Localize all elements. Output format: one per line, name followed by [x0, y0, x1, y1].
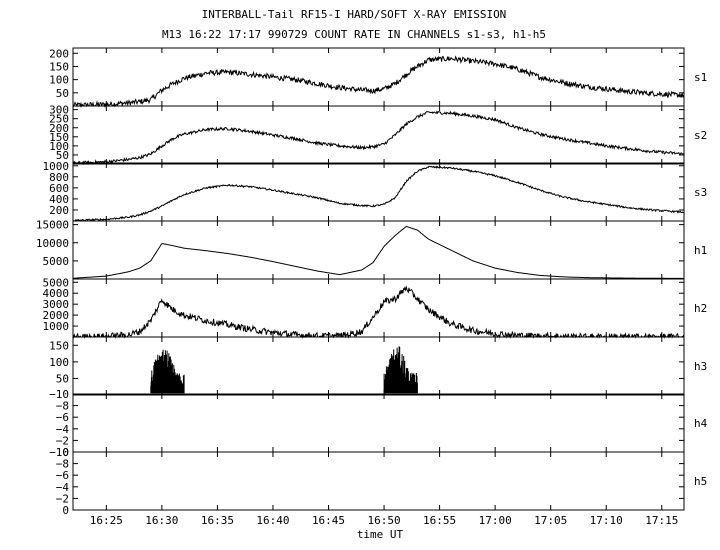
x-tick-label: 16:50 — [367, 514, 400, 527]
panel-label-h2: h2 — [694, 302, 707, 315]
y-tick-label: 100 — [49, 74, 69, 87]
y-tick-label: 15000 — [36, 219, 69, 232]
y-tick-label: 150 — [49, 339, 69, 352]
panel-label-h3: h3 — [694, 360, 707, 373]
y-tick-label: 800 — [49, 171, 69, 184]
x-axis-label: time UT — [357, 528, 404, 541]
y-tick-label: −10 — [49, 388, 69, 401]
trace-s2 — [72, 110, 684, 166]
y-tick-label: 150 — [49, 60, 69, 73]
panels: 50100150200s150100150200250300s220040060… — [36, 47, 708, 517]
y-tick-label: 5000 — [43, 276, 70, 289]
y-tick-label: 150 — [49, 131, 69, 144]
x-tick-label: 17:05 — [534, 514, 567, 527]
y-tick-label: 250 — [49, 113, 69, 126]
x-tick-label: 16:55 — [423, 514, 456, 527]
y-tick-label: 0 — [62, 504, 69, 517]
panel-h3: 50 100 150 h3 — [49, 336, 707, 396]
y-tick-label: 50 — [56, 372, 69, 385]
y-tick-label: 200 — [49, 122, 69, 135]
trace-h1 — [72, 225, 684, 279]
y-tick-label: 4000 — [43, 287, 70, 300]
y-tick-label: −10 — [49, 446, 69, 459]
y-tick-label: −6 — [56, 411, 69, 424]
y-tick-label: −4 — [56, 423, 70, 436]
trace-h2 — [72, 285, 685, 339]
panel-frame — [72, 451, 685, 511]
x-tick-label: 17:10 — [590, 514, 623, 527]
y-tick-label: −2 — [56, 492, 69, 505]
panel-label-s1: s1 — [694, 71, 707, 84]
y-tick-label: −8 — [56, 400, 69, 413]
panel-frame — [72, 220, 685, 280]
x-tick-label: 16:40 — [256, 514, 289, 527]
x-tick-label: 16:35 — [201, 514, 234, 527]
y-tick-label: 100 — [49, 356, 69, 369]
chart-title: INTERBALL-Tail RF15-I HARD/SOFT X-RAY EM… — [202, 8, 507, 21]
trace-s1 — [72, 55, 685, 108]
y-tick-label: 1000 — [43, 320, 70, 333]
y-tick-label: −6 — [56, 469, 69, 482]
y-tick-label: −8 — [56, 458, 69, 471]
y-tick-label: −2 — [56, 434, 69, 447]
y-tick-label: 100 — [49, 140, 69, 153]
y-tick-label: 300 — [49, 104, 69, 117]
panel-frame — [72, 336, 685, 396]
y-tick-label: 200 — [49, 47, 69, 60]
panel-h1: 5000 10000 15000 h1 — [36, 219, 707, 280]
trace-h3 — [150, 346, 418, 394]
y-tick-label: 600 — [49, 182, 69, 195]
panel-label-s2: s2 — [694, 129, 707, 142]
y-tick-label: 10000 — [36, 237, 69, 250]
y-tick-label: 5000 — [43, 255, 70, 268]
y-tick-label: 2000 — [43, 309, 70, 322]
x-tick-label: 16:30 — [145, 514, 178, 527]
panel-frame — [72, 393, 685, 453]
x-tick-label: 17:15 — [645, 514, 678, 527]
panel-label-h5: h5 — [694, 475, 707, 488]
chart-subtitle: M13 16:22 17:17 990729 COUNT RATE IN CHA… — [162, 28, 546, 41]
y-tick-label: −4 — [56, 481, 70, 494]
x-tick-label: 16:25 — [90, 514, 123, 527]
y-tick-label: 3000 — [43, 298, 70, 311]
panel-frame — [72, 278, 685, 338]
y-tick-label: 50 — [56, 149, 69, 162]
y-tick-label: 50 — [56, 87, 69, 100]
x-tick-label: 17:00 — [479, 514, 512, 527]
y-tick-label: 1000 — [43, 160, 70, 173]
panel-frame — [72, 162, 685, 222]
panel-frame — [72, 47, 685, 107]
y-tick-label: 400 — [49, 193, 69, 206]
panel-frame — [72, 105, 685, 165]
y-tick-label: 0 — [62, 446, 69, 459]
panel-label-s3: s3 — [694, 186, 707, 199]
y-tick-label: 200 — [49, 204, 69, 217]
panel-label-h4: h4 — [694, 417, 708, 430]
x-axis: 16:25 16:30 16:35 16:40 16:45 16:50 16:55 17:00… — [90, 48, 678, 527]
trace-s3 — [72, 165, 684, 222]
panel-label-h1: h1 — [694, 244, 707, 257]
x-tick-label: 16:45 — [312, 514, 345, 527]
